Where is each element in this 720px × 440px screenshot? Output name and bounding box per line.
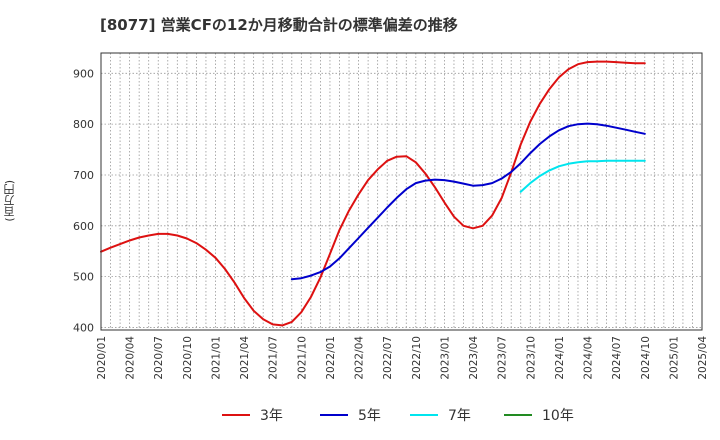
legend-label-7y: 7年: [448, 408, 471, 424]
y-tick-label: 400: [73, 321, 94, 334]
series-lines: [100, 60, 646, 327]
x-tick-label: 2021/04: [239, 336, 251, 380]
legend-item-5y: 5年: [320, 404, 381, 426]
x-tick-label: 2024/10: [640, 336, 652, 380]
x-tick-label: 2020/07: [153, 336, 165, 380]
x-tick-label: 2022/10: [411, 336, 423, 380]
axes: 400 500 600 700 800 900 2020/01 2020/04 2020/07 2…: [73, 52, 709, 380]
y-tick-label: 800: [73, 118, 94, 131]
x-tick-label: 2020/01: [96, 336, 108, 380]
x-tick-label: 2021/07: [268, 336, 280, 380]
legend-swatch-3y: [222, 414, 250, 416]
y-tick-label: 600: [73, 220, 94, 233]
x-tick-label: 2023/10: [525, 336, 537, 380]
x-tick-label: 2024/07: [611, 336, 623, 380]
x-tick-label: 2023/07: [497, 336, 509, 380]
legend-item-7y: 7年: [410, 404, 471, 426]
x-tick-label: 2022/01: [325, 336, 337, 380]
y-tick-label: 700: [73, 169, 94, 182]
plot-frame: [100, 52, 703, 331]
y-tick-label: 900: [73, 67, 94, 80]
legend-swatch-7y: [410, 414, 438, 416]
x-tick-label: 2022/07: [382, 336, 394, 380]
series-line-0: [100, 60, 646, 327]
y-tick-label: 500: [73, 271, 94, 284]
x-tick-label: 2020/10: [182, 336, 194, 380]
legend-item-10y: 10年: [504, 404, 574, 426]
x-tick-label: 2021/10: [296, 336, 308, 380]
x-tick-label: 2023/01: [439, 336, 451, 380]
legend-label-5y: 5年: [358, 408, 381, 424]
legend-swatch-5y: [320, 414, 348, 416]
legend-swatch-10y: [504, 414, 532, 416]
x-tick-label: 2022/04: [354, 336, 366, 380]
x-tick-label: 2023/04: [468, 336, 480, 380]
x-tick-label: 2020/04: [125, 336, 137, 380]
x-tick-label: 2024/01: [554, 336, 566, 380]
chart-title: [8077] 営業CFの12か月移動合計の標準偏差の推移: [100, 16, 458, 34]
series-line-2: [519, 159, 646, 193]
x-tick-label: 2021/01: [210, 336, 222, 380]
x-tick-label: 2024/04: [583, 336, 595, 380]
grid-lines: [100, 53, 703, 330]
x-tick-label: 2025/04: [697, 336, 709, 380]
legend-item-3y: 3年: [222, 404, 283, 426]
legend-label-10y: 10年: [542, 408, 574, 424]
series-line-1: [290, 122, 646, 281]
x-tick-label: 2025/01: [668, 336, 680, 380]
legend-label-3y: 3年: [260, 408, 283, 424]
legend: 3年 5年 7年 10年: [0, 404, 720, 426]
